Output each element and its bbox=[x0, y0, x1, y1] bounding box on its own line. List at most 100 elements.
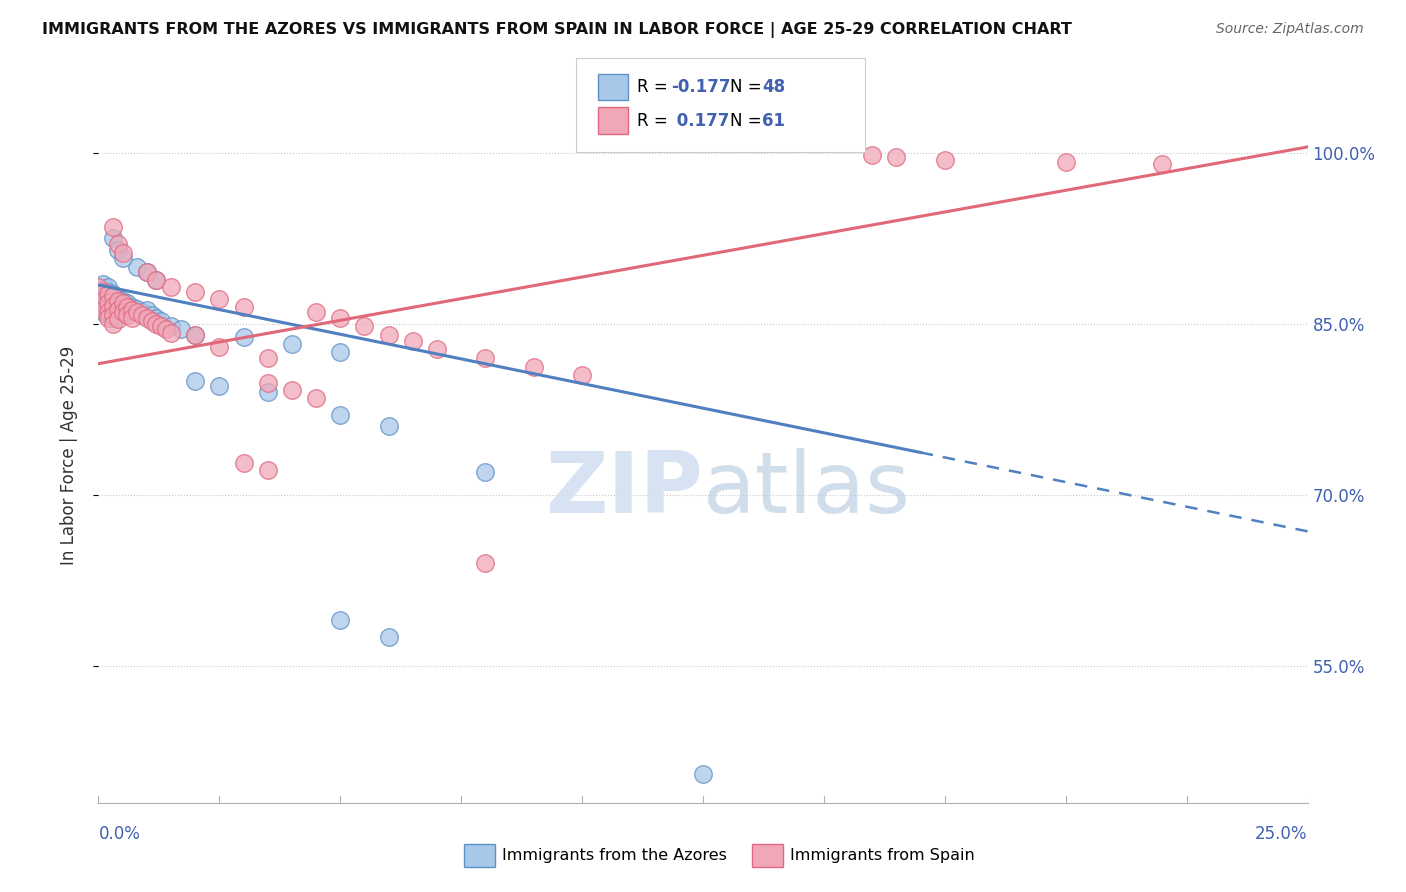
Point bbox=[184, 374, 207, 388]
Point bbox=[934, 153, 956, 167]
Point bbox=[91, 293, 114, 308]
Point bbox=[523, 360, 546, 375]
Point bbox=[97, 292, 120, 306]
Point bbox=[127, 305, 149, 319]
Point bbox=[377, 328, 399, 343]
Point bbox=[402, 334, 425, 348]
Point bbox=[256, 385, 278, 400]
Text: atlas: atlas bbox=[703, 448, 911, 532]
Point bbox=[111, 296, 134, 310]
Point bbox=[101, 303, 124, 318]
Point bbox=[107, 292, 129, 306]
Point bbox=[169, 322, 191, 336]
Point bbox=[101, 293, 124, 308]
Point bbox=[107, 293, 129, 308]
Point bbox=[91, 293, 114, 308]
Point bbox=[101, 317, 124, 331]
Point bbox=[107, 308, 129, 322]
Point bbox=[101, 311, 124, 326]
Point bbox=[377, 419, 399, 434]
Point bbox=[208, 340, 231, 354]
Point bbox=[101, 308, 124, 322]
Point bbox=[127, 301, 149, 316]
Point bbox=[329, 345, 352, 359]
Point bbox=[131, 308, 153, 322]
Text: Source: ZipAtlas.com: Source: ZipAtlas.com bbox=[1216, 22, 1364, 37]
Point bbox=[111, 305, 134, 319]
Point bbox=[281, 383, 304, 397]
Point bbox=[474, 351, 496, 365]
Text: ZIP: ZIP bbox=[546, 448, 703, 532]
Point bbox=[160, 319, 183, 334]
Point bbox=[97, 287, 120, 301]
Point bbox=[145, 317, 167, 331]
Point bbox=[353, 319, 375, 334]
Point bbox=[101, 219, 124, 234]
Point bbox=[131, 305, 153, 319]
Point bbox=[91, 277, 114, 291]
Point bbox=[232, 300, 254, 314]
Point bbox=[1152, 157, 1174, 171]
Point bbox=[91, 288, 114, 302]
Point bbox=[886, 150, 908, 164]
Point bbox=[135, 303, 157, 318]
Y-axis label: In Labor Force | Age 25-29: In Labor Force | Age 25-29 bbox=[59, 345, 77, 565]
Point bbox=[160, 280, 183, 294]
Point bbox=[97, 308, 120, 322]
Point bbox=[145, 311, 167, 326]
Point bbox=[127, 260, 149, 274]
Point bbox=[117, 308, 139, 322]
Point bbox=[232, 456, 254, 470]
Point bbox=[111, 293, 134, 308]
Text: 0.177: 0.177 bbox=[671, 112, 730, 129]
Point bbox=[91, 285, 114, 299]
Point bbox=[184, 328, 207, 343]
Text: N =: N = bbox=[730, 112, 766, 129]
Point bbox=[107, 312, 129, 326]
Point bbox=[474, 556, 496, 570]
Point bbox=[571, 368, 593, 382]
Point bbox=[141, 314, 163, 328]
Point bbox=[145, 273, 167, 287]
Text: R =: R = bbox=[637, 78, 673, 95]
Point bbox=[305, 391, 328, 405]
Text: -0.177: -0.177 bbox=[671, 78, 730, 95]
Point bbox=[256, 463, 278, 477]
Point bbox=[145, 273, 167, 287]
Point bbox=[256, 376, 278, 390]
Point bbox=[1054, 154, 1077, 169]
Text: 0.0%: 0.0% bbox=[98, 825, 141, 843]
Text: 25.0%: 25.0% bbox=[1256, 825, 1308, 843]
Point bbox=[101, 287, 124, 301]
Point bbox=[107, 243, 129, 257]
Point bbox=[91, 303, 114, 318]
Point bbox=[150, 314, 173, 328]
Point bbox=[692, 767, 714, 781]
Point bbox=[107, 236, 129, 251]
Point bbox=[101, 231, 124, 245]
Point bbox=[135, 265, 157, 279]
Point bbox=[117, 300, 139, 314]
Point bbox=[97, 280, 120, 294]
Point bbox=[281, 337, 304, 351]
Point bbox=[256, 351, 278, 365]
Text: Immigrants from Spain: Immigrants from Spain bbox=[790, 848, 974, 863]
Point bbox=[121, 311, 143, 326]
Point bbox=[111, 303, 134, 318]
Point bbox=[121, 303, 143, 318]
Point bbox=[155, 322, 177, 336]
Point bbox=[150, 319, 173, 334]
Point bbox=[117, 305, 139, 319]
Point bbox=[101, 289, 124, 303]
Point bbox=[107, 303, 129, 318]
Point bbox=[111, 251, 134, 265]
Point bbox=[377, 631, 399, 645]
Point bbox=[426, 342, 449, 356]
Point bbox=[97, 311, 120, 326]
Point bbox=[101, 298, 124, 312]
Point bbox=[860, 148, 883, 162]
Text: 48: 48 bbox=[762, 78, 785, 95]
Point bbox=[135, 265, 157, 279]
Point bbox=[111, 246, 134, 260]
Point bbox=[87, 280, 110, 294]
